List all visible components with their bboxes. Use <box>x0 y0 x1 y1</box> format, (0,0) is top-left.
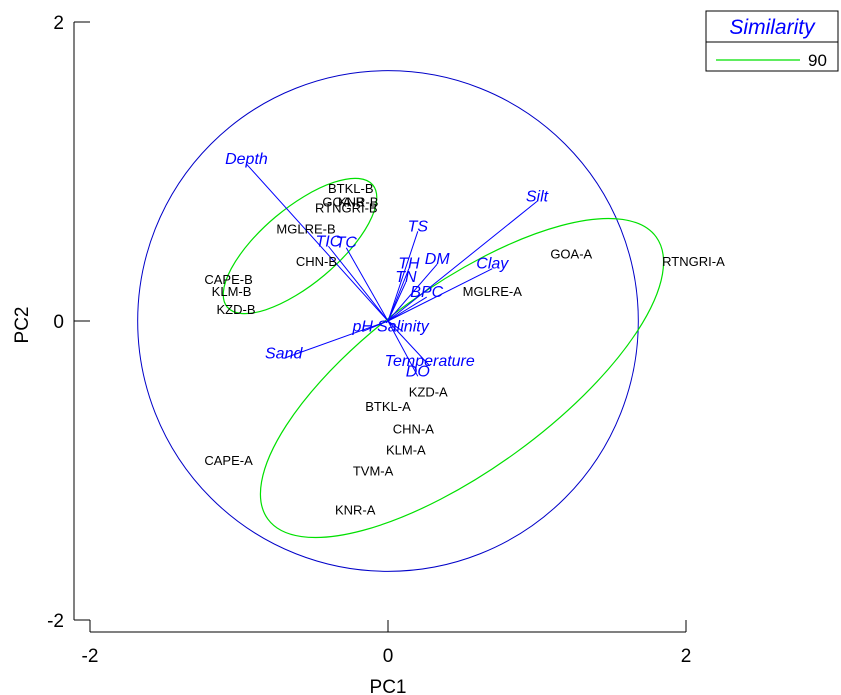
site-label: CHN-B <box>296 254 337 269</box>
vector-label: pH <box>351 318 373 335</box>
vector-label: Silt <box>526 188 549 205</box>
vector-line <box>362 320 389 332</box>
legend-title: Similarity <box>729 16 816 39</box>
correlation-circle <box>137 70 639 572</box>
y-tick-label: 2 <box>53 13 64 34</box>
vector-line <box>387 296 428 322</box>
vector-label: TS <box>408 218 429 235</box>
vector-line <box>387 231 419 322</box>
vector-label: TIC <box>316 233 342 250</box>
vector-line <box>387 281 407 322</box>
vector-label: DO <box>406 363 430 380</box>
vector-line <box>387 268 493 322</box>
site-label: CHN-A <box>393 422 434 437</box>
vector-line <box>387 201 538 322</box>
vector-line <box>387 320 404 332</box>
axes: 2 0 -2 -2 0 2 <box>47 13 691 667</box>
vector-label: BPC <box>410 284 443 301</box>
cluster-a-outline <box>259 217 665 539</box>
site-label: GOA-B <box>322 194 364 209</box>
x-tick-label: 2 <box>681 646 692 667</box>
vector-line <box>328 245 389 322</box>
vector-line <box>387 263 438 322</box>
site-label: CAPE-B <box>204 272 252 287</box>
site-label: GOA-A <box>550 247 592 262</box>
legend-box <box>705 10 839 72</box>
y-axis-label: PC2 <box>12 307 33 344</box>
x-tick-label: -2 <box>82 646 99 667</box>
correlation-circle-outline <box>137 70 639 572</box>
vector-line <box>246 163 389 322</box>
site-label: KZD-B <box>217 302 256 317</box>
site-label: MGLRE-B <box>276 221 335 236</box>
cluster-b-outline <box>222 177 378 315</box>
vector-label: TH <box>398 256 420 273</box>
site-label: KNR-A <box>335 502 376 517</box>
similarity-clusters <box>222 177 665 539</box>
site-label: CAPE-A <box>204 453 253 468</box>
vector-line <box>345 247 389 322</box>
vector-label: Depth <box>225 151 268 168</box>
y-tick-label: -2 <box>47 611 64 632</box>
site-label: TVM-A <box>353 464 394 479</box>
legend: Similarity 90 <box>705 10 839 72</box>
site-label: BTKL-A <box>365 399 411 414</box>
legend-entry-label: 90 <box>808 51 827 70</box>
x-axis-label: PC1 <box>370 677 407 695</box>
vector-label: Sand <box>265 345 303 362</box>
site-label: MGLRE-A <box>463 284 523 299</box>
vector-label: TN <box>395 269 417 286</box>
site-label: RTNGRI-B <box>315 200 378 215</box>
site-label: RTNGRI-A <box>662 254 725 269</box>
vector-line <box>387 320 419 377</box>
site-label: BTKL-B <box>328 181 374 196</box>
vector-line <box>283 320 389 359</box>
x-tick-label: 0 <box>383 646 394 667</box>
site-label: KLM-A <box>386 443 426 458</box>
vector-label: Clay <box>476 256 509 273</box>
vector-label: DM <box>425 251 451 268</box>
y-tick-label: 0 <box>53 312 64 333</box>
vector-label: Salinity <box>377 318 430 335</box>
site-label: KNR-B <box>338 194 378 209</box>
site-label: KZD-A <box>409 384 448 399</box>
vector-label: TC <box>336 235 358 252</box>
vector-line <box>387 320 431 367</box>
site-label: KLM-B <box>212 284 252 299</box>
